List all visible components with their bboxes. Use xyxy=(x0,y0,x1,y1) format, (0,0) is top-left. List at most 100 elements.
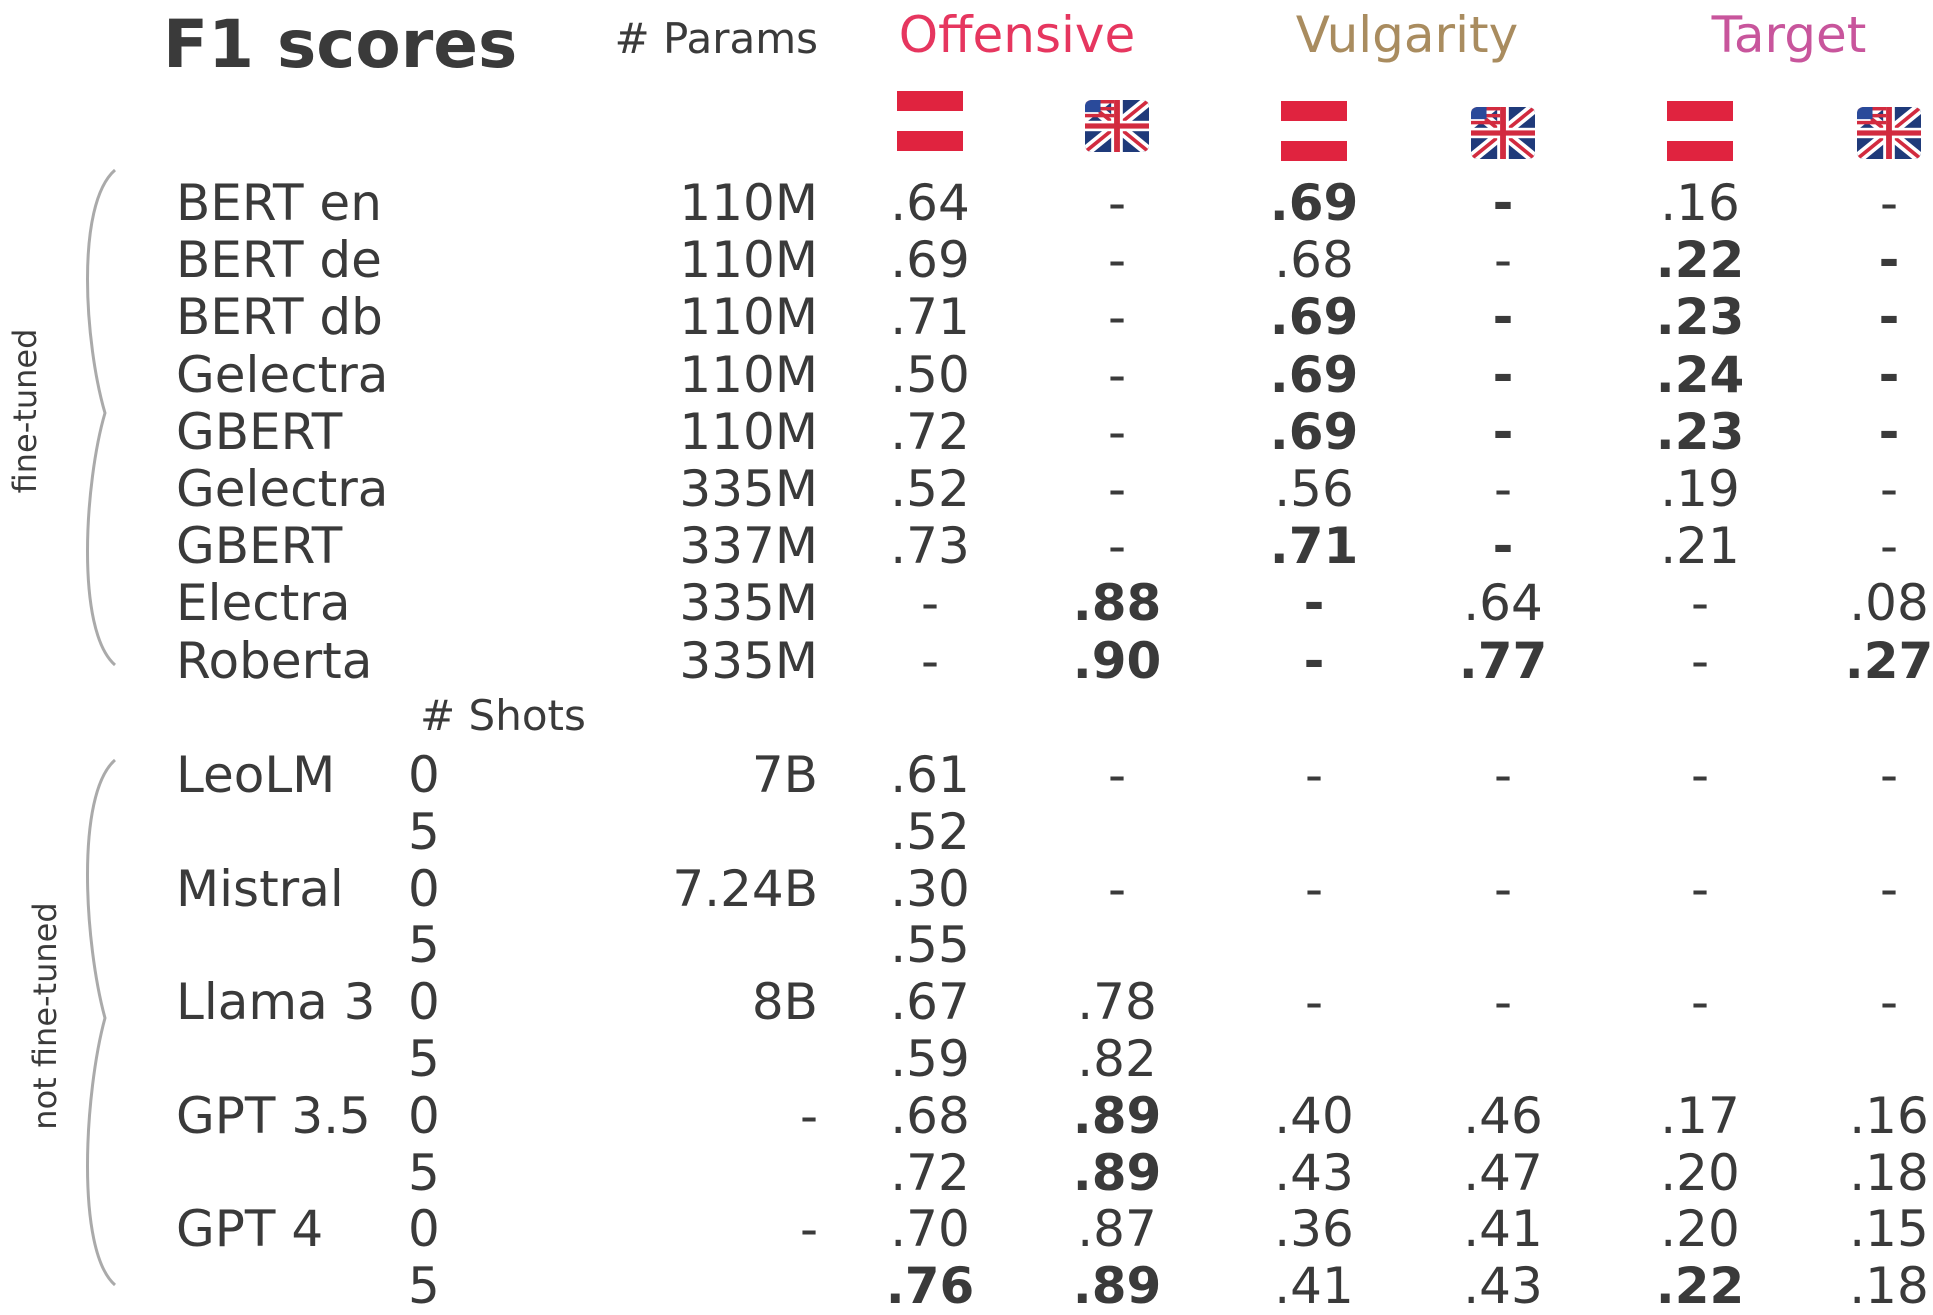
shots-header: # Shots xyxy=(420,691,586,740)
model-name: GBERT xyxy=(176,517,343,576)
params-value: - xyxy=(799,1086,818,1145)
score-cell: - xyxy=(920,631,940,690)
score-cell: - xyxy=(1690,746,1710,804)
score-cell: .82 xyxy=(1077,1030,1157,1088)
model-name: Mistral xyxy=(176,859,344,918)
model-name: Gelectra xyxy=(176,460,389,518)
score-cell: - xyxy=(1492,288,1514,347)
score-cell: .23 xyxy=(1655,288,1745,347)
params-value: 110M xyxy=(679,288,818,347)
model-name: GPT 4 xyxy=(176,1200,324,1259)
score-cell: .78 xyxy=(1077,973,1157,1032)
score-cell: .20 xyxy=(1660,1200,1740,1259)
score-cell: - xyxy=(1107,345,1127,404)
score-cell: .59 xyxy=(890,1030,970,1088)
score-cell: - xyxy=(1107,288,1127,347)
score-cell: - xyxy=(1878,402,1900,461)
score-cell: .19 xyxy=(1660,460,1740,518)
params-value: 7.24B xyxy=(672,859,818,918)
score-cell: .46 xyxy=(1463,1086,1543,1145)
score-cell: - xyxy=(1879,460,1899,518)
model-name: BERT en xyxy=(176,174,382,232)
score-cell: - xyxy=(1107,402,1127,461)
params-value: 335M xyxy=(679,631,818,690)
shots-value: 0 xyxy=(408,973,440,1032)
score-cell: - xyxy=(1690,574,1710,633)
model-name: Gelectra xyxy=(176,345,389,404)
score-cell: .69 xyxy=(1269,288,1359,347)
uk-us-flag-icon xyxy=(1857,107,1921,159)
score-cell: - xyxy=(1304,859,1324,918)
params-value: 8B xyxy=(751,973,818,1032)
score-cell: .40 xyxy=(1274,1086,1354,1145)
austria-flag-icon xyxy=(897,91,963,151)
score-cell: .56 xyxy=(1274,460,1354,518)
score-cell: - xyxy=(1492,402,1514,461)
group-header-target: Target xyxy=(1711,6,1867,64)
score-cell: .21 xyxy=(1660,517,1740,576)
score-cell: - xyxy=(1303,631,1325,690)
score-cell: - xyxy=(1879,859,1899,918)
model-name: GPT 3.5 xyxy=(176,1086,371,1145)
params-value: - xyxy=(799,1200,818,1259)
score-cell: .52 xyxy=(890,460,970,518)
score-cell: .55 xyxy=(890,916,970,975)
params-header: # Params xyxy=(614,14,818,63)
score-cell: - xyxy=(1107,460,1127,518)
score-cell: .64 xyxy=(890,174,970,232)
score-cell: .90 xyxy=(1072,631,1162,690)
score-cell: .18 xyxy=(1849,1143,1929,1202)
score-cell: .69 xyxy=(1269,174,1359,232)
score-cell: .43 xyxy=(1463,1257,1543,1315)
score-cell: .68 xyxy=(1274,231,1354,290)
score-cell: .72 xyxy=(890,402,970,461)
score-cell: - xyxy=(1879,746,1899,804)
score-cell: .89 xyxy=(1072,1257,1162,1315)
score-cell: .18 xyxy=(1849,1257,1929,1315)
score-cell: .69 xyxy=(1269,402,1359,461)
score-cell: .87 xyxy=(1077,1200,1157,1259)
score-cell: .08 xyxy=(1849,574,1929,633)
score-cell: .89 xyxy=(1072,1143,1162,1202)
score-cell: - xyxy=(1492,517,1514,576)
score-cell: .20 xyxy=(1660,1143,1740,1202)
score-cell: .69 xyxy=(890,231,970,290)
score-cell: - xyxy=(1878,231,1900,290)
score-cell: .76 xyxy=(885,1257,975,1315)
austria-flag-icon xyxy=(1667,101,1733,161)
model-name: Llama 3 xyxy=(176,973,376,1032)
score-cell: .71 xyxy=(890,288,970,347)
score-cell: - xyxy=(1878,288,1900,347)
score-cell: - xyxy=(1493,460,1513,518)
score-cell: - xyxy=(1690,973,1710,1032)
model-name: LeoLM xyxy=(176,746,336,804)
score-cell: - xyxy=(1493,859,1513,918)
shots-value: 0 xyxy=(408,746,440,804)
score-cell: .61 xyxy=(890,746,970,804)
score-cell: .23 xyxy=(1655,402,1745,461)
score-cell: .22 xyxy=(1655,231,1745,290)
score-cell: - xyxy=(1492,345,1514,404)
score-cell: - xyxy=(1107,859,1127,918)
score-cell: .16 xyxy=(1849,1086,1929,1145)
shots-value: 5 xyxy=(408,802,440,861)
shots-value: 5 xyxy=(408,1257,440,1315)
score-cell: .43 xyxy=(1274,1143,1354,1202)
score-cell: - xyxy=(1107,174,1127,232)
score-cell: .64 xyxy=(1463,574,1543,633)
score-cell: .52 xyxy=(890,802,970,861)
score-cell: .41 xyxy=(1463,1200,1543,1259)
uk-us-flag-icon xyxy=(1085,100,1149,152)
shots-value: 0 xyxy=(408,1086,440,1145)
params-value: 110M xyxy=(679,402,818,461)
shots-value: 5 xyxy=(408,916,440,975)
score-cell: - xyxy=(1690,859,1710,918)
table-title: F1 scores xyxy=(163,6,518,83)
score-cell: - xyxy=(1879,973,1899,1032)
params-value: 7B xyxy=(751,746,818,804)
score-cell: - xyxy=(1492,174,1514,232)
score-cell: - xyxy=(1304,746,1324,804)
score-cell: .50 xyxy=(890,345,970,404)
params-value: 110M xyxy=(679,231,818,290)
